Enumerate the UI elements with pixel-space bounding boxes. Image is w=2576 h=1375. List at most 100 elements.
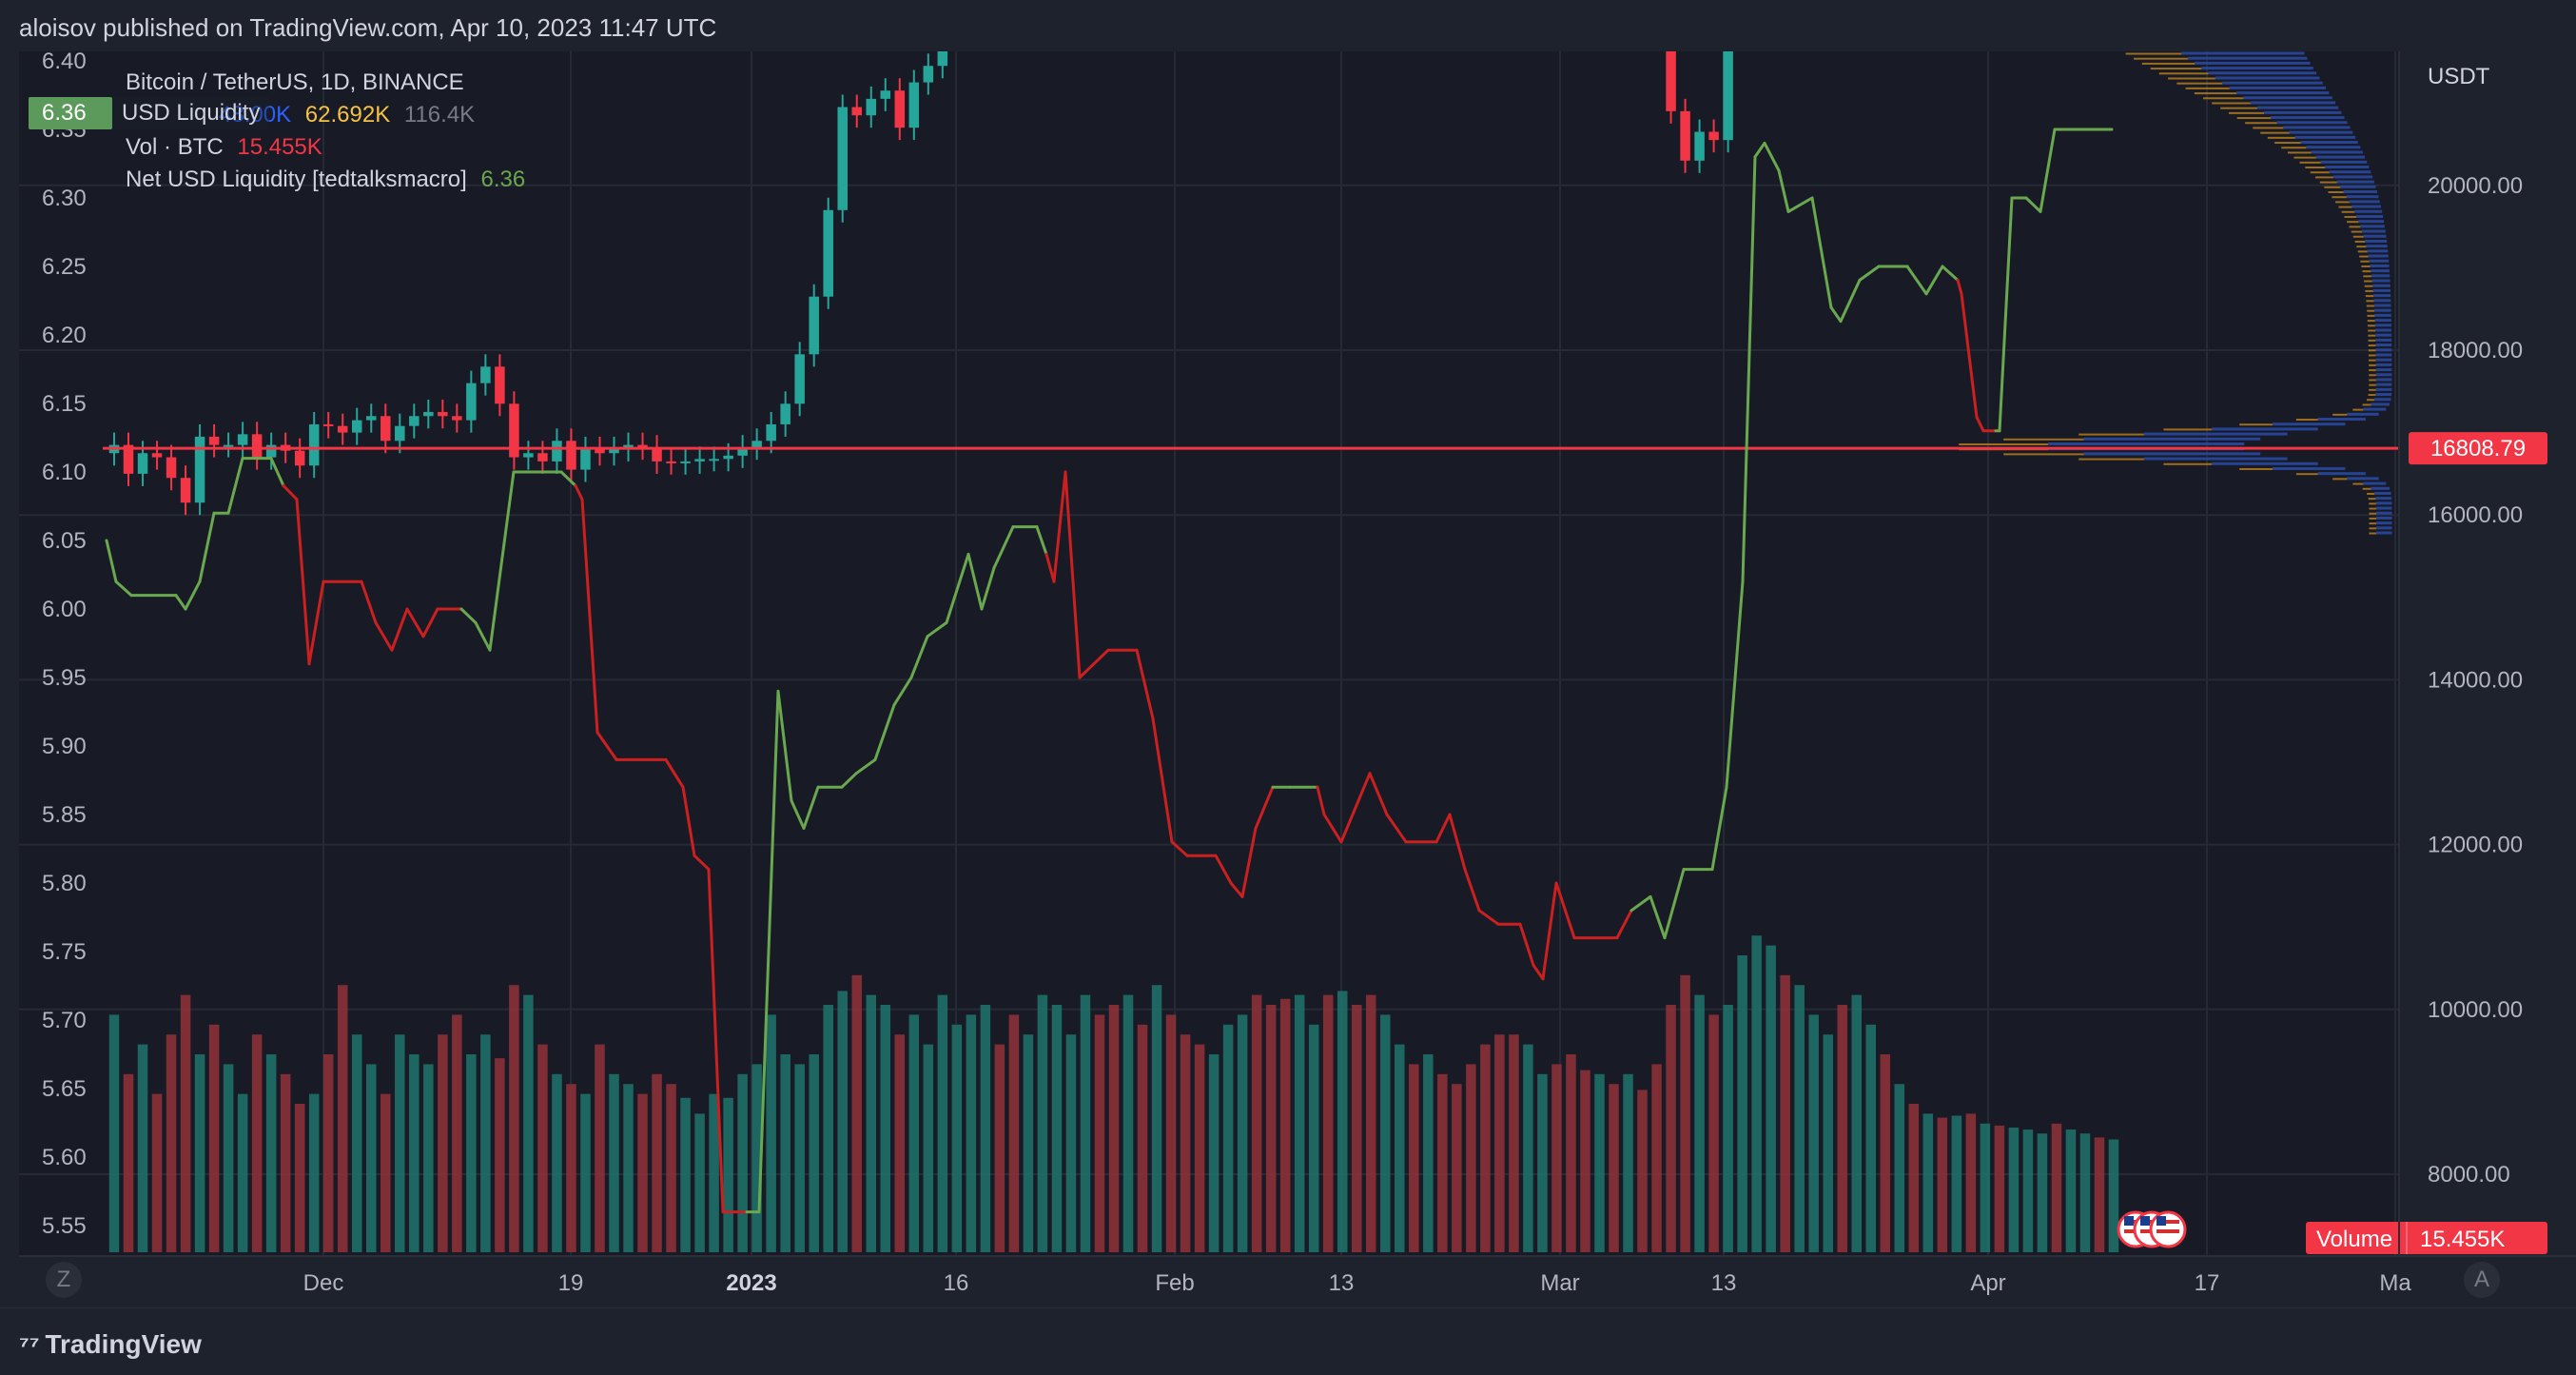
volume-profile-bar-sell — [2369, 363, 2376, 366]
volume-bar — [1823, 1034, 1833, 1252]
volume-bar — [452, 1014, 462, 1252]
volume-profile-bar-sell — [2354, 240, 2366, 243]
volume-bar — [223, 1064, 234, 1252]
volume-bar — [1108, 1005, 1120, 1252]
chart-legend: Bitcoin / TetherUS, 1D, BINANCE Vol 48.0… — [126, 67, 525, 196]
candle-body — [337, 425, 348, 433]
volume-profile-bar — [2343, 189, 2378, 193]
volume-profile-bar — [2363, 481, 2387, 485]
volume-bar — [137, 1044, 148, 1252]
liquidity-line-segment — [1385, 813, 1408, 844]
x-tick-label: Ma — [2379, 1270, 2411, 1296]
liquidity-line-segment — [580, 498, 599, 735]
volume-profile-bar — [2311, 150, 2363, 154]
volume-bar — [2037, 1133, 2048, 1252]
volume-profile-bar — [2294, 135, 2356, 139]
volume-profile-bar-sell — [2229, 111, 2265, 114]
volume-bar — [1409, 1064, 1419, 1252]
volume-bar — [1922, 1113, 1934, 1252]
auto-scale-button[interactable]: A — [2464, 1262, 2500, 1298]
candle-body — [366, 416, 377, 421]
volume-profile-bar-sell — [2338, 206, 2352, 208]
volume-bar — [1666, 1005, 1676, 1252]
volume-profile-bar-sell — [2335, 201, 2350, 204]
volume-profile-bar-sell — [2352, 408, 2364, 411]
y-left-tick-label: 5.70 — [42, 1008, 87, 1033]
volume-profile-bar-sell — [2369, 502, 2376, 505]
volume-profile-bar-sell — [2078, 433, 2144, 436]
volume-bar — [1122, 994, 1134, 1252]
volume-profile-bar — [2375, 387, 2392, 391]
volume-bar — [351, 1034, 362, 1252]
volume-profile-bar-sell — [2281, 147, 2307, 149]
volume-bar — [1008, 1014, 1020, 1252]
volume-bar — [1366, 994, 1376, 1252]
volume-bar — [1865, 1024, 1877, 1252]
liquidity-line-segment — [1356, 772, 1372, 803]
volume-profile-bar-sell — [2357, 250, 2368, 253]
volume-bar — [480, 1034, 491, 1252]
volume-bar — [1751, 935, 1762, 1252]
legend-liquidity: Net USD Liquidity [tedtalksmacro] 6.36 — [126, 164, 525, 196]
volume-bar — [208, 1024, 220, 1252]
liquidity-line-segment — [1035, 525, 1048, 556]
volume-bar — [537, 1044, 548, 1252]
volume-profile-bar — [2375, 368, 2392, 372]
volume-profile-bar-sell — [2369, 522, 2376, 525]
volume-bar — [1894, 1084, 1905, 1252]
volume-bar — [908, 1014, 920, 1252]
volume-profile-bar — [2336, 180, 2374, 184]
volume-bar — [1880, 1054, 1891, 1252]
x-tick-label: 2023 — [726, 1270, 776, 1296]
volume-profile-bar-sell — [2367, 314, 2375, 317]
volume-profile-bar-sell — [2288, 151, 2312, 154]
x-tick-label: 19 — [558, 1270, 584, 1296]
volume-profile-bar — [2352, 205, 2381, 208]
liquidity-line-segment — [1941, 265, 1960, 282]
volume-bar — [1294, 994, 1305, 1252]
volume-bar — [1509, 1034, 1519, 1252]
volume-profile-bar — [2195, 61, 2311, 65]
liquidity-line-segment — [198, 511, 216, 583]
price-chart[interactable]: USDT34000.0032000.0030000.0026000.002400… — [0, 0, 2576, 1307]
volume-profile-bar — [2373, 304, 2391, 307]
zoom-left-button[interactable]: Z — [46, 1262, 82, 1298]
liquidity-line-segment — [360, 579, 378, 624]
y-tick-label: 10000.00 — [2428, 997, 2523, 1023]
volume-profile-bar-sell — [2359, 255, 2369, 258]
x-tick-label: 13 — [1329, 1270, 1355, 1296]
volume-profile-bar — [2346, 195, 2379, 199]
tradingview-logo[interactable]: ⁷⁷ TradingView — [19, 1329, 202, 1360]
liquidity-line-segment — [693, 854, 711, 872]
liquidity-line-segment — [1710, 785, 1728, 872]
candle-body — [1694, 131, 1705, 161]
volume-profile-bar-sell — [2295, 473, 2318, 476]
liquidity-line-segment — [105, 539, 118, 583]
volume-profile-bar — [2375, 393, 2392, 397]
volume-bar — [1265, 1005, 1277, 1252]
liquidity-line-segment — [1905, 265, 1928, 296]
volume-profile-bar-sell — [2299, 161, 2321, 164]
volume-bar — [108, 1014, 120, 1252]
chart-area[interactable]: USDT34000.0032000.0030000.0026000.002400… — [0, 0, 2576, 1307]
volume-profile-bar — [2222, 81, 2323, 85]
volume-bar — [1723, 1005, 1733, 1252]
volume-bar — [980, 1005, 991, 1252]
volume-bar — [837, 991, 848, 1252]
legend-symbol[interactable]: Bitcoin / TetherUS, 1D, BINANCE — [126, 69, 464, 95]
liquidity-line-segment — [945, 552, 970, 624]
volume-bar — [880, 1005, 891, 1252]
candle-body — [880, 90, 891, 99]
volume-bar — [151, 1093, 163, 1252]
volume-bar — [994, 1044, 1005, 1252]
volume-bar — [1737, 955, 1747, 1252]
candle-body — [523, 453, 534, 458]
liquidity-line-segment — [1322, 813, 1343, 844]
volume-bar — [337, 985, 348, 1252]
volume-bar — [1594, 1073, 1605, 1252]
volume-profile-bar — [2375, 497, 2392, 501]
y-left-tick-label: 6.30 — [42, 186, 87, 211]
volume-profile-bar — [2367, 249, 2389, 253]
volume-bar — [2079, 1133, 2091, 1252]
y-left-tick-label: 5.80 — [42, 871, 87, 896]
